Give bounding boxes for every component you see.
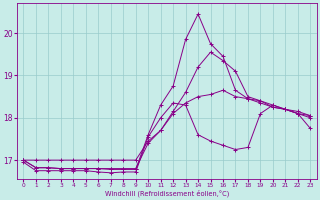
X-axis label: Windchill (Refroidissement éolien,°C): Windchill (Refroidissement éolien,°C)	[105, 189, 229, 197]
